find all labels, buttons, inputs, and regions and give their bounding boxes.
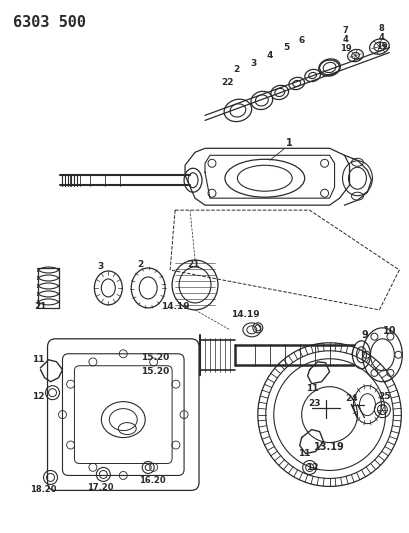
Text: 3: 3 — [250, 59, 256, 68]
Text: 11: 11 — [32, 356, 45, 364]
Text: 22: 22 — [221, 78, 234, 87]
Text: 21: 21 — [187, 260, 199, 269]
Text: 10: 10 — [382, 326, 395, 336]
Text: 25: 25 — [377, 392, 390, 401]
Text: 19: 19 — [339, 44, 351, 53]
Text: 11: 11 — [306, 384, 318, 393]
Text: 5: 5 — [283, 43, 289, 52]
Text: 17.20: 17.20 — [87, 483, 113, 492]
Text: 3: 3 — [97, 262, 103, 271]
Text: 2: 2 — [137, 260, 143, 269]
Text: 13.19: 13.19 — [313, 441, 344, 451]
Text: 14.19: 14.19 — [160, 302, 189, 311]
Text: 6303 500: 6303 500 — [13, 15, 85, 30]
Text: 7: 7 — [342, 26, 348, 35]
Text: 9: 9 — [360, 330, 367, 340]
Text: 21: 21 — [34, 302, 47, 311]
Text: 4: 4 — [378, 33, 383, 42]
Text: 18.20: 18.20 — [30, 485, 57, 494]
Text: 14.19: 14.19 — [230, 310, 258, 319]
FancyBboxPatch shape — [47, 339, 198, 490]
Text: 12: 12 — [32, 392, 45, 401]
FancyBboxPatch shape — [62, 354, 184, 475]
Text: 12: 12 — [306, 463, 318, 472]
Text: 15.20: 15.20 — [141, 353, 169, 362]
Text: 23: 23 — [308, 399, 320, 408]
Text: 4: 4 — [266, 51, 272, 60]
Text: 1: 1 — [285, 139, 292, 148]
Text: 11: 11 — [298, 449, 310, 458]
FancyBboxPatch shape — [74, 366, 172, 464]
Text: 6: 6 — [298, 36, 304, 45]
Text: 16.20: 16.20 — [139, 476, 165, 485]
Text: 19: 19 — [375, 42, 386, 51]
Text: 15.20: 15.20 — [141, 367, 169, 376]
Text: 24: 24 — [344, 394, 357, 403]
Text: 2: 2 — [232, 65, 238, 74]
Text: 4: 4 — [342, 35, 348, 44]
Text: 8: 8 — [378, 24, 383, 33]
